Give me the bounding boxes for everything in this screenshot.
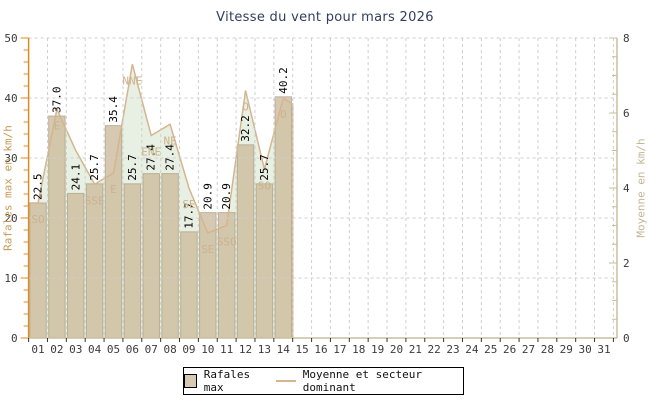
bar-value-label: 35.4	[107, 96, 120, 123]
y-axis-tick-label-left: 40	[4, 92, 17, 105]
y-axis-tick-label-left: 0	[11, 332, 18, 345]
x-axis-label: 21	[409, 343, 422, 356]
y-axis-tick-label-right: 4	[623, 182, 630, 195]
x-axis-label: 22	[428, 343, 441, 356]
y-axis-tick-label-right: 0	[623, 332, 630, 345]
y-axis-tick-label-left: 50	[4, 32, 17, 45]
y-axis-tick-label-left: 30	[4, 152, 17, 165]
x-axis-label: 24	[465, 343, 479, 356]
bar-value-label: 37.0	[50, 87, 63, 114]
wind-direction-label: SSE	[85, 194, 105, 207]
bar-day-06	[123, 183, 142, 339]
bar-value-label: 27.4	[164, 144, 177, 171]
bar-value-label: 25.7	[126, 154, 139, 181]
y-axis-label-right: Moyenne en km/h	[634, 138, 648, 238]
x-axis-label: 03	[69, 343, 82, 356]
x-axis-label: 12	[239, 343, 252, 356]
bar-value-label: 22.5	[32, 174, 45, 201]
bar-value-label: 40.2	[277, 67, 290, 94]
y-axis-tick-label-right: 2	[623, 257, 630, 270]
x-axis-label: 06	[126, 343, 139, 356]
bar-day-14	[274, 96, 293, 339]
bar-day-13	[255, 183, 274, 339]
bar-value-label: 27.4	[145, 144, 158, 171]
wind-direction-label: NNE	[122, 74, 142, 87]
moyenne-line	[28, 64, 294, 338]
bar-day-11	[217, 212, 236, 339]
bar-day-03	[67, 192, 85, 339]
x-axis-label: 25	[484, 343, 497, 356]
bar-value-label: 20.9	[201, 183, 214, 210]
bar-value-label: 25.7	[88, 154, 101, 181]
x-axis-label: 09	[182, 343, 195, 356]
x-axis-label: 27	[522, 343, 535, 356]
wind-direction-label: SE	[201, 243, 214, 256]
y-axis-tick-label-left: 10	[4, 272, 17, 285]
x-axis-label: 13	[258, 343, 271, 356]
x-axis-label: 29	[560, 343, 573, 356]
x-axis-label: 04	[88, 343, 102, 356]
x-axis-label: 02	[50, 343, 63, 356]
bar-day-09	[180, 231, 198, 339]
x-axis-label: 19	[371, 343, 384, 356]
legend: Rafales max Moyenne et secteur dominant	[183, 367, 464, 395]
x-axis-label: 07	[145, 343, 158, 356]
y-axis-tick-label-right: 6	[623, 107, 630, 120]
bar-value-label: 24.1	[69, 164, 82, 191]
wind-direction-label: SO	[31, 213, 44, 226]
x-axis-label: 16	[314, 343, 327, 356]
wind-direction-label: O	[242, 101, 249, 114]
x-axis-label: 10	[201, 343, 214, 356]
x-axis-label: 08	[163, 343, 176, 356]
x-axis-label: 14	[277, 343, 291, 356]
bar-value-label: 32.2	[239, 115, 252, 142]
x-axis-label: 15	[296, 343, 309, 356]
x-axis-label: 30	[578, 343, 591, 356]
x-axis-label: 05	[107, 343, 120, 356]
y-axis-tick-label-right: 8	[623, 32, 630, 45]
bar-day-05	[104, 125, 123, 339]
bar-day-12	[236, 144, 255, 339]
bar-day-07	[142, 173, 160, 339]
wind-direction-label: SO	[258, 179, 271, 192]
x-axis-label: 18	[352, 343, 365, 356]
legend-label-moyenne: Moyenne et secteur dominant	[302, 368, 422, 394]
chart-title: Vitesse du vent pour mars 2026	[216, 10, 434, 25]
wind-direction-label: NE	[163, 134, 176, 147]
x-axis-label: 26	[503, 343, 516, 356]
bar-day-08	[161, 173, 179, 339]
wind-direction-label: E	[110, 183, 117, 196]
x-axis-label: 01	[31, 343, 44, 356]
x-axis-label: 31	[597, 343, 610, 356]
wind-direction-label: SE	[182, 198, 195, 211]
y-axis-tick-label-left: 20	[4, 212, 17, 225]
wind-direction-label: O	[280, 108, 287, 121]
x-axis-label: 28	[541, 343, 554, 356]
x-axis-label: 23	[446, 343, 459, 356]
wind-direction-label: SSO	[217, 236, 237, 249]
wind-direction-label: ENE	[141, 146, 161, 159]
bar-day-02	[48, 115, 66, 339]
bar-value-label: 20.9	[220, 183, 233, 210]
legend-label-rafales: Rafales max	[203, 368, 251, 394]
x-axis-label: 20	[390, 343, 403, 356]
y-axis-label-left: Rafales max en km/h	[1, 125, 15, 251]
x-axis-label: 17	[333, 343, 346, 356]
moyenne-line-icon	[276, 380, 296, 382]
wind-direction-label: E	[54, 119, 61, 132]
x-axis-label: 11	[220, 343, 233, 356]
bar-value-label: 25.7	[258, 154, 271, 181]
rafales-max-swatch-icon	[184, 374, 197, 388]
bar-value-label: 17.7	[182, 202, 195, 229]
